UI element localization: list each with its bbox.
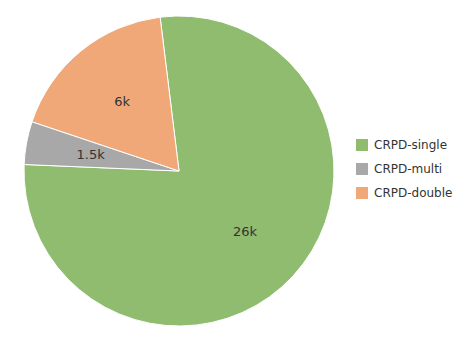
chart-svg: 26k 1.5k 6k CRPD-single CRPD-multi CRPD-doubl… <box>0 0 472 342</box>
data-labels: 26k 1.5k 6k <box>76 94 257 240</box>
data-label: 6k <box>114 94 130 109</box>
legend-item: CRPD-multi <box>356 162 442 176</box>
chart-container: 26k 1.5k 6k CRPD-single CRPD-multi CRPD-doubl… <box>0 0 472 342</box>
legend-label: CRPD-double <box>374 186 452 200</box>
legend-label: CRPD-single <box>374 138 447 152</box>
pie-slice <box>24 16 334 326</box>
legend-swatch <box>356 163 368 175</box>
data-label: 1.5k <box>76 147 105 162</box>
legend-label: CRPD-multi <box>374 162 442 176</box>
legend-item: CRPD-double <box>356 186 452 200</box>
legend: CRPD-single CRPD-multi CRPD-double <box>356 138 452 200</box>
pie <box>24 16 334 326</box>
legend-item: CRPD-single <box>356 138 447 152</box>
pie-slice <box>32 17 179 171</box>
legend-swatch <box>356 187 368 199</box>
legend-swatch <box>356 139 368 151</box>
data-label: 26k <box>233 224 258 239</box>
